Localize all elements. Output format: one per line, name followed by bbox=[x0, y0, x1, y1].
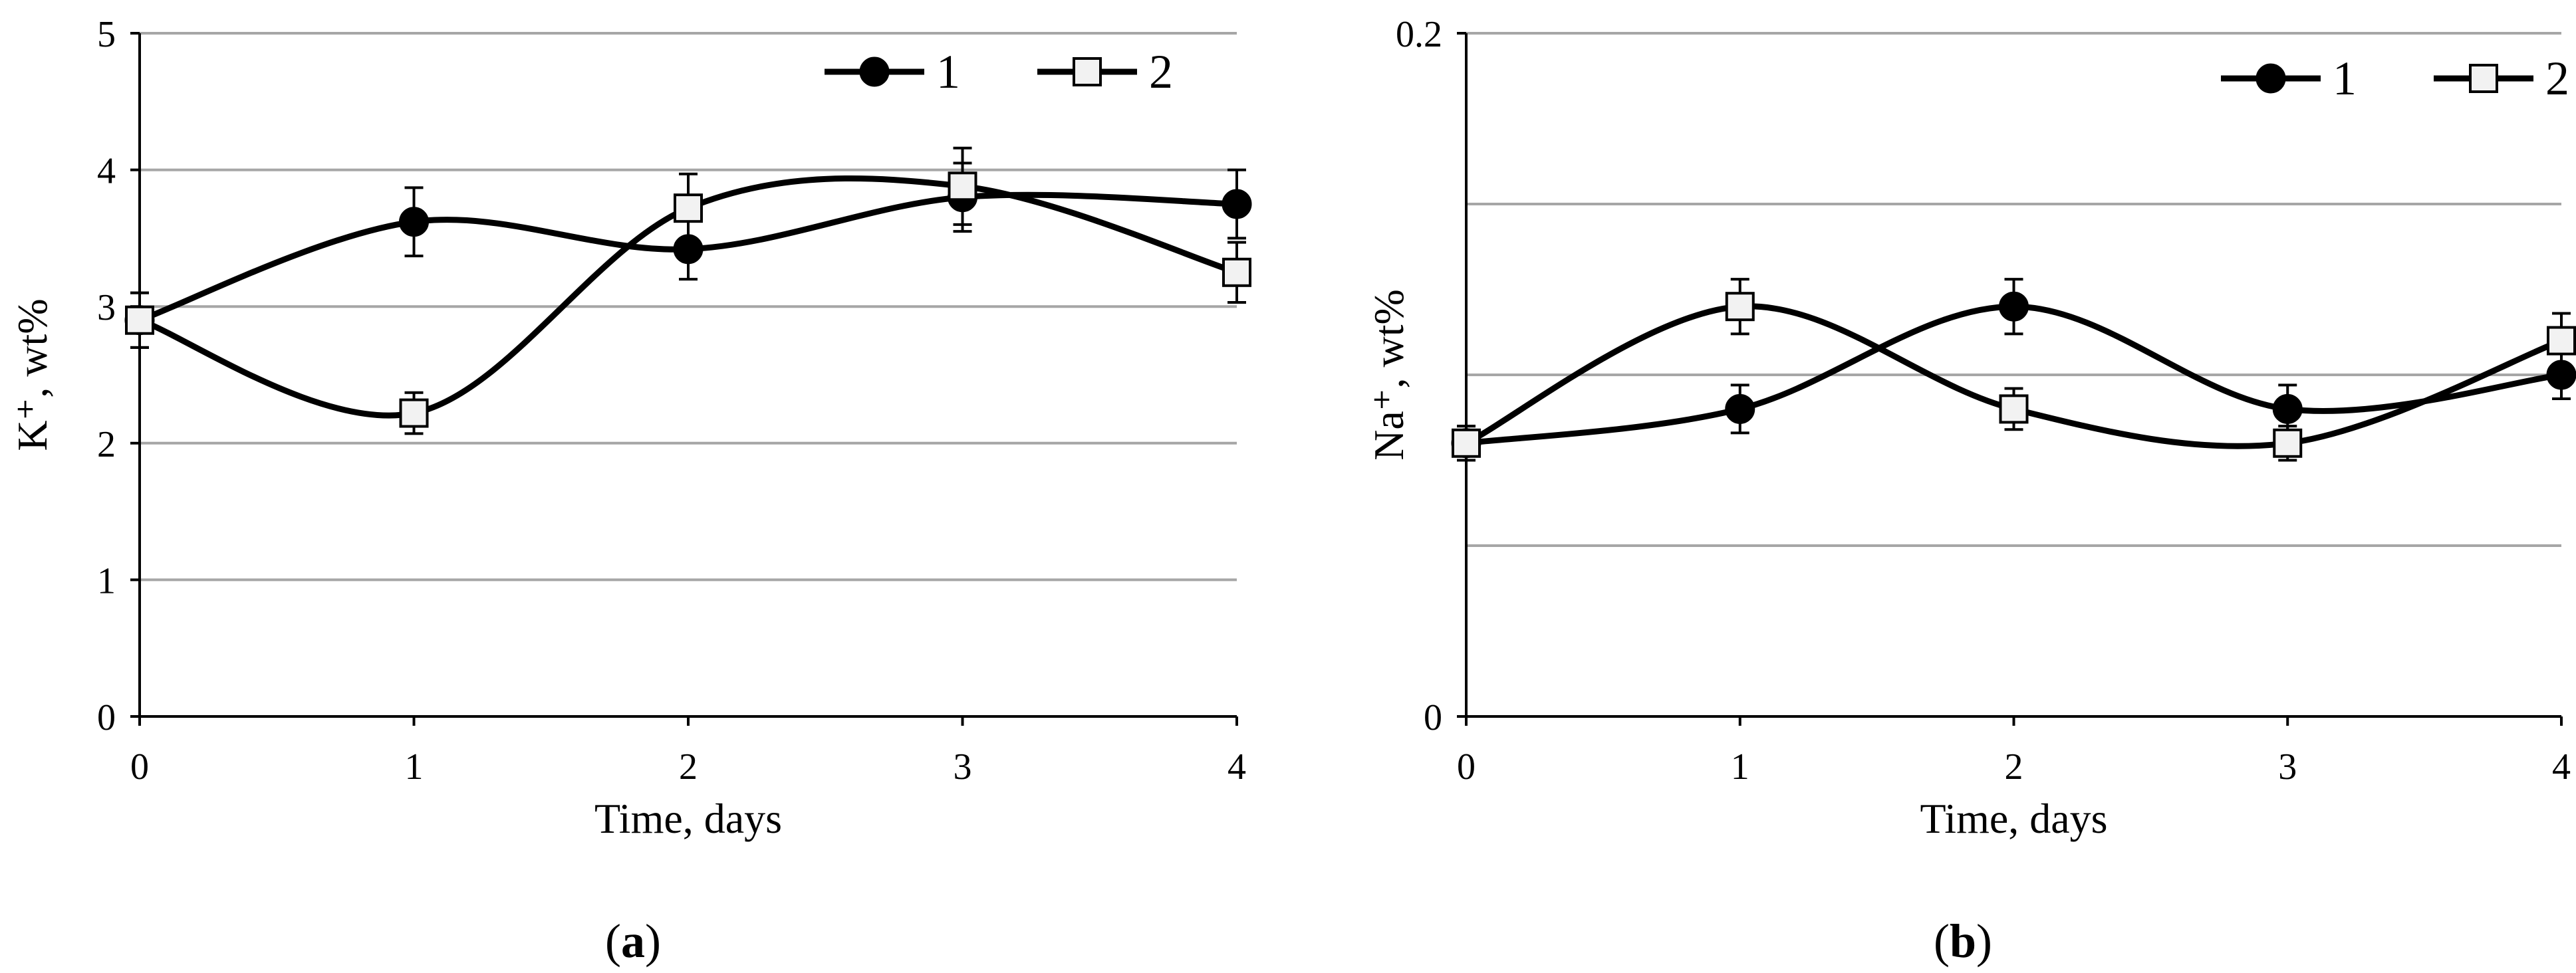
x-tick-label: 1 bbox=[1731, 746, 1749, 788]
data-point bbox=[1222, 189, 1252, 219]
x-tick-label: 4 bbox=[2552, 746, 2571, 788]
legend-label: 1 bbox=[936, 45, 960, 98]
data-point bbox=[2547, 326, 2576, 356]
panel-label: (a) bbox=[605, 915, 661, 968]
data-point bbox=[1222, 257, 1251, 287]
legend-label: 1 bbox=[2333, 52, 2357, 105]
series-2 bbox=[1452, 278, 2576, 462]
panel-label: (b) bbox=[1934, 915, 1992, 968]
y-axis-label: Na⁺, wt% bbox=[1365, 289, 1412, 461]
legend-marker bbox=[859, 56, 890, 87]
legend-marker bbox=[2469, 64, 2498, 93]
legend-label: 2 bbox=[1149, 45, 1173, 98]
panel-label-close: ) bbox=[1976, 915, 1992, 968]
data-point bbox=[1999, 291, 2029, 322]
panel-label-open: ( bbox=[605, 915, 621, 968]
data-point bbox=[2273, 428, 2303, 458]
panel-label-letter: a bbox=[621, 915, 645, 968]
legend-label: 2 bbox=[2545, 52, 2569, 105]
y-tick-label: 2 bbox=[97, 424, 116, 465]
series-2 bbox=[125, 146, 1251, 435]
panel-label-close: ) bbox=[645, 915, 661, 968]
data-point bbox=[1725, 393, 1755, 424]
data-point bbox=[2272, 393, 2303, 424]
data-point bbox=[948, 171, 977, 201]
data-point bbox=[674, 193, 703, 223]
panel-label-letter: b bbox=[1950, 915, 1976, 968]
panel-label-open: ( bbox=[1934, 915, 1950, 968]
x-tick-label: 3 bbox=[954, 746, 972, 788]
x-tick-label: 2 bbox=[679, 746, 698, 788]
y-tick-label: 5 bbox=[97, 14, 116, 55]
x-axis-label: Time, days bbox=[594, 795, 782, 842]
x-tick-label: 0 bbox=[130, 746, 149, 788]
x-axis-label: Time, days bbox=[1920, 795, 2107, 842]
y-tick-label: 3 bbox=[97, 287, 116, 328]
y-tick-label: 4 bbox=[97, 151, 116, 192]
y-axis-label: K⁺, wt% bbox=[9, 298, 56, 451]
data-point bbox=[125, 305, 154, 335]
series-1 bbox=[1451, 278, 2576, 462]
data-point bbox=[1452, 428, 1481, 458]
y-tick-label: 0.2 bbox=[1396, 14, 1442, 55]
data-point bbox=[399, 207, 429, 237]
legend-marker bbox=[2255, 63, 2286, 94]
data-point bbox=[1725, 292, 1755, 322]
x-tick-label: 1 bbox=[405, 746, 424, 788]
y-tick-label: 0 bbox=[97, 697, 116, 738]
data-point bbox=[399, 398, 429, 428]
x-tick-label: 2 bbox=[2005, 746, 2023, 788]
x-tick-label: 4 bbox=[1227, 746, 1246, 788]
x-tick-label: 0 bbox=[1457, 746, 1476, 788]
legend-marker bbox=[1073, 57, 1102, 86]
x-tick-label: 3 bbox=[2278, 746, 2297, 788]
y-tick-label: 0 bbox=[1424, 697, 1442, 738]
y-tick-label: 1 bbox=[97, 560, 116, 601]
data-point bbox=[1999, 394, 2029, 424]
